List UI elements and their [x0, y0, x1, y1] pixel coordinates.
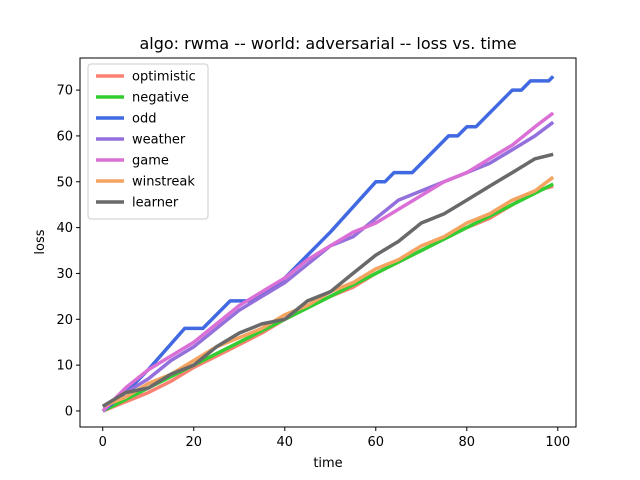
- legend-label-negative: negative: [132, 91, 189, 106]
- y-tick-label: 10: [56, 359, 73, 374]
- series-line-learner: [101, 152, 554, 408]
- series-line-game: [101, 111, 555, 413]
- y-tick-label: 50: [56, 175, 73, 190]
- y-tick-label: 70: [56, 84, 73, 99]
- legend-label-game: game: [132, 154, 169, 169]
- chart-title: algo: rwma -- world: adversarial -- loss…: [139, 34, 516, 53]
- legend-label-winstreak: winstreak: [132, 175, 195, 190]
- legend-label-weather: weather: [132, 133, 186, 148]
- y-tick-label: 0: [65, 404, 73, 419]
- x-tick-label: 20: [185, 435, 202, 450]
- legend-label-odd: odd: [132, 112, 156, 127]
- y-tick-label: 30: [56, 267, 73, 282]
- y-tick-label: 60: [56, 129, 73, 144]
- x-tick-label: 60: [368, 435, 385, 450]
- legend: optimistic negative odd weather game winstrea…: [87, 63, 209, 220]
- x-axis-label: time: [313, 456, 342, 471]
- series-line-odd: [101, 75, 555, 413]
- y-axis-ticks: 0 10 20 30 40 50 60 70: [56, 84, 80, 419]
- x-tick-label: 100: [545, 435, 570, 450]
- x-axis-ticks: 0 20 40 60 80 100: [99, 427, 570, 450]
- y-tick-label: 20: [56, 313, 73, 328]
- series-layer: [101, 75, 555, 413]
- y-axis-label: loss: [33, 229, 48, 254]
- legend-label-optimistic: optimistic: [132, 70, 196, 85]
- x-tick-label: 40: [276, 435, 293, 450]
- x-tick-label: 0: [99, 435, 107, 450]
- y-tick-label: 40: [56, 221, 73, 236]
- x-tick-label: 80: [459, 435, 476, 450]
- legend-label-learner: learner: [132, 196, 179, 211]
